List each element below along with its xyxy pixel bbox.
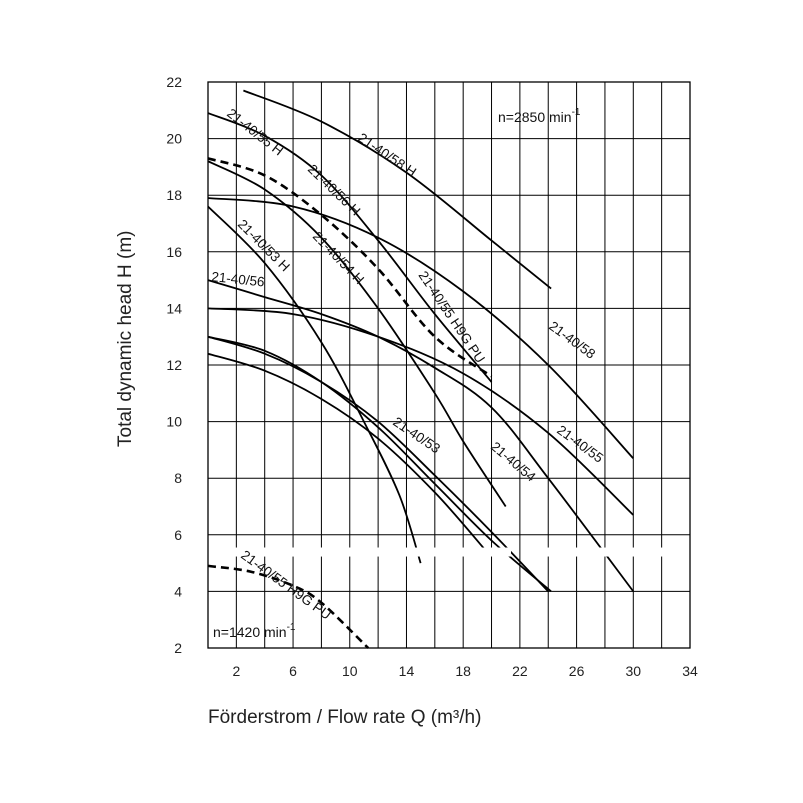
x-tick-label: 30 [626,663,642,679]
y-tick-label: 8 [174,470,182,486]
curve-21-40-54 [207,335,549,593]
curve-21-40-55-h [207,112,493,383]
speed-annotation-low: n=1420 min-1 [213,622,296,640]
curve-label: 21-40/55 H9G PU [238,547,334,622]
gap-segment [240,547,400,557]
x-axis-title: Förderstrom / Flow rate Q (m³/h) [208,707,481,728]
curve-label: 21-40/58 H [355,130,419,180]
y-tick-label: 6 [174,527,182,543]
gap-segment [451,547,511,557]
curve-21-40-53 [207,352,486,550]
x-tick-label: 34 [682,663,698,679]
x-tick-label: 14 [399,663,415,679]
curves [207,89,635,649]
curve-label: 21-40/54 H [310,229,367,287]
gap-segment [405,547,445,557]
y-tick-label: 4 [174,583,182,599]
y-axis-title: Total dynamic head H (m) [115,231,136,447]
curve-21-40-56-h [207,160,507,507]
curve-label: 21-40/58 [546,318,598,361]
y-tick-label: 12 [166,357,182,373]
y-tick-label: 14 [166,300,182,316]
curve-21-40-55 [207,307,634,516]
gap-band [209,547,689,557]
y-tick-label: 22 [166,74,182,90]
curve-21-40-53-h [207,205,422,564]
gap-segment [560,547,630,557]
curve-label: 21-40/55 H [224,106,286,159]
x-tick-label: 6 [289,663,297,679]
curve-21-40-58 [207,197,634,460]
speed-annotation-high: n=2850 min-1 [498,107,581,125]
y-tick-label: 2 [174,640,182,656]
y-tick-label: 10 [166,414,182,430]
curve-21-40-56 [207,279,635,592]
curve-21-40-58-h [243,89,552,290]
y-tick-label: 20 [166,131,182,147]
x-tick-label: 2 [232,663,240,679]
x-tick-label: 26 [569,663,585,679]
curve-label: 21-40/53 H [235,217,293,275]
gap-segment [630,547,689,557]
curve-21-40-55-h9g-pu [207,157,493,378]
gap-segment [525,547,575,557]
y-tick-label: 16 [166,244,182,260]
curve-21-40-55-h9g-pu [207,564,370,649]
y-tick-label: 18 [166,187,182,203]
curve-21-40-54-h [207,335,552,593]
x-tick-label: 22 [512,663,528,679]
curve-label: 21-40/56 [211,269,266,289]
x-tick-label: 18 [455,663,471,679]
x-tick-label: 10 [342,663,358,679]
